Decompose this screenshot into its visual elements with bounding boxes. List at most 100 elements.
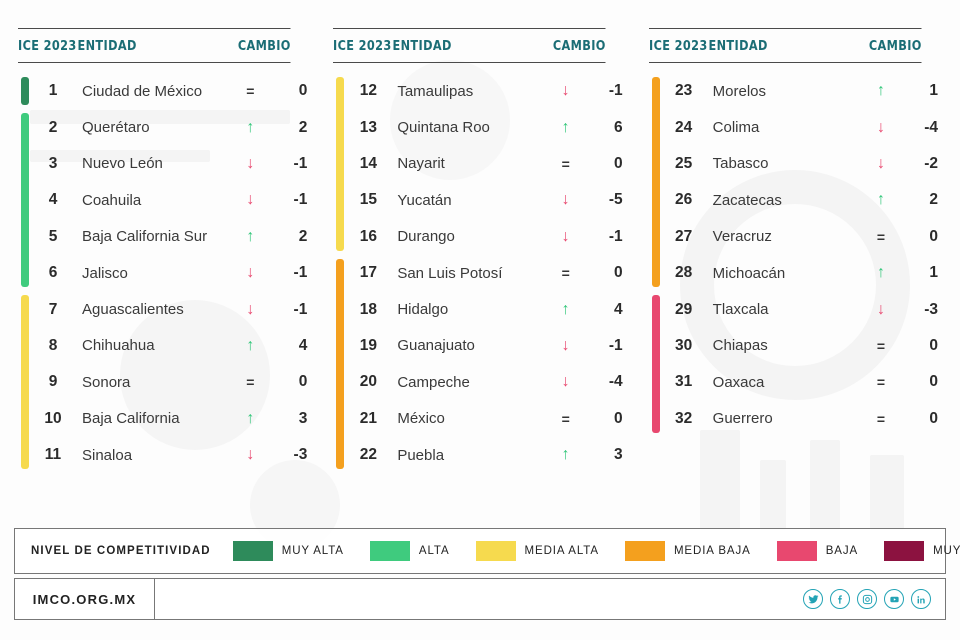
level-color-bar [21,326,29,366]
change-value: -1 [608,227,623,245]
change-value: -1 [608,336,623,354]
ranking-row: 26 Zacatecas ↑ 2 [649,181,942,220]
rank-number: 5 [48,227,58,245]
ranking-row: 27 Veracruz = 0 [649,217,942,256]
level-color-bar [336,435,345,470]
level-bar-slot [18,326,32,366]
entity-name: Sonora [82,373,131,391]
change-value: 4 [614,300,623,318]
change-value: 1 [929,82,938,100]
rank-number: 20 [359,373,377,391]
level-color-bar [21,295,29,329]
legend-label: MUY BAJA [933,545,960,557]
arrow-down-icon: ↓ [561,191,570,209]
equals-icon: = [876,337,886,354]
legend-color-swatch [232,541,273,561]
level-bar-slot [649,399,663,437]
legend-item: MUY BAJA [884,541,960,561]
level-bar-slot [333,399,347,438]
header-rank-label: ICE 2023 [18,38,77,54]
ranking-row: 2 Querétaro ↑ 2 [18,109,311,147]
entity-name: Veracruz [712,228,772,246]
legend-color-swatch [776,541,817,561]
level-color-bar [336,217,345,251]
instagram-icon[interactable] [857,589,877,609]
legend-label: ALTA [418,545,450,557]
facebook-icon[interactable] [830,589,850,609]
ranking-row: 15 Yucatán ↓ -5 [333,181,626,220]
footer-bar: IMCO.ORG.MX [14,578,946,620]
ranking-row: 16 Durango ↓ -1 [333,217,626,255]
header-change-label: CAMBIO [868,38,922,54]
level-color-bar [651,399,660,433]
entity-name: Puebla [397,446,445,464]
ranking-row: 20 Campeche ↓ -4 [333,363,626,402]
youtube-icon[interactable] [884,589,904,609]
twitter-icon[interactable] [803,589,823,609]
imco-logo[interactable]: IMCO.ORG.MX [15,579,155,619]
arrow-up-icon: ↑ [876,82,885,100]
arrow-up-icon: ↑ [876,264,885,282]
header-entity-label: ENTIDAD [77,38,137,54]
change-value: 0 [614,154,623,172]
entity-name: Hidalgo [397,301,449,319]
level-bar-slot [333,73,347,111]
ranking-row: 19 Guanajuato ↓ -1 [333,326,626,366]
linkedin-icon[interactable] [911,589,931,609]
rank-number: 6 [48,264,58,282]
legend-item: MEDIA ALTA [475,541,599,561]
rank-number: 13 [359,118,377,136]
ranking-row: 8 Chihuahua ↑ 4 [18,326,311,366]
level-bar-slot [649,73,663,111]
ranking-row: 9 Sonora = 0 [18,363,311,402]
entity-name: Coahuila [82,191,142,209]
competitiveness-legend: NIVEL DE COMPETITIVIDAD MUY ALTA ALTA MEDI… [14,528,960,574]
entity-name: Campeche [397,373,470,391]
arrow-up-icon: ↑ [561,300,570,318]
change-value: 0 [298,82,308,100]
change-value: -2 [924,154,938,172]
rank-number: 22 [359,446,377,464]
equals-icon: = [876,374,886,391]
ranking-column-3: ICE 2023 ENTIDAD CAMBIO 23 Morelos ↑ 1 24 Col… [645,0,946,520]
entity-name: San Luis Potosí [397,264,503,282]
header-change-label: CAMBIO [553,38,607,54]
level-color-bar [651,253,660,288]
change-value: 0 [929,227,938,245]
level-bar-slot [18,363,32,402]
change-value: 0 [298,373,308,391]
entity-name: México [397,410,445,428]
footer-spacer [155,579,796,619]
change-value: -1 [293,154,308,172]
entity-name: Zacatecas [712,191,782,209]
rank-number: 27 [675,227,693,245]
header-change-label: CAMBIO [237,38,291,54]
legend-item: BAJA [776,541,859,561]
ranking-row: 25 Tabasco ↓ -2 [649,144,942,184]
ranking-row: 1 Ciudad de México = 0 [18,73,311,109]
level-bar-slot [649,363,663,402]
level-bar-slot [333,435,347,473]
header-rank-label: ICE 2023 [648,38,708,54]
level-bar-slot [333,144,347,184]
entity-name: Ciudad de México [82,82,203,100]
ranking-row: 14 Nayarit = 0 [333,144,626,184]
arrow-up-icon: ↑ [246,336,255,354]
level-color-bar [21,144,29,184]
legend-label: MUY ALTA [281,545,344,557]
arrow-down-icon: ↓ [876,154,885,172]
legend-label: BAJA [825,545,859,557]
entity-name: Chiapas [712,337,768,355]
column-header: ICE 2023 ENTIDAD CAMBIO [648,28,922,63]
level-color-bar [651,77,660,111]
header-rank-label: ICE 2023 [333,38,392,54]
change-value: -3 [924,300,938,318]
change-value: 0 [929,336,938,354]
rank-number: 18 [359,300,377,318]
arrow-down-icon: ↓ [561,336,570,354]
level-color-bar [21,253,29,288]
ranking-row: 5 Baja California Sur ↑ 2 [18,217,311,256]
rank-number: 31 [675,373,693,391]
entity-name: Aguascalientes [82,301,184,319]
level-bar-slot [18,181,32,220]
